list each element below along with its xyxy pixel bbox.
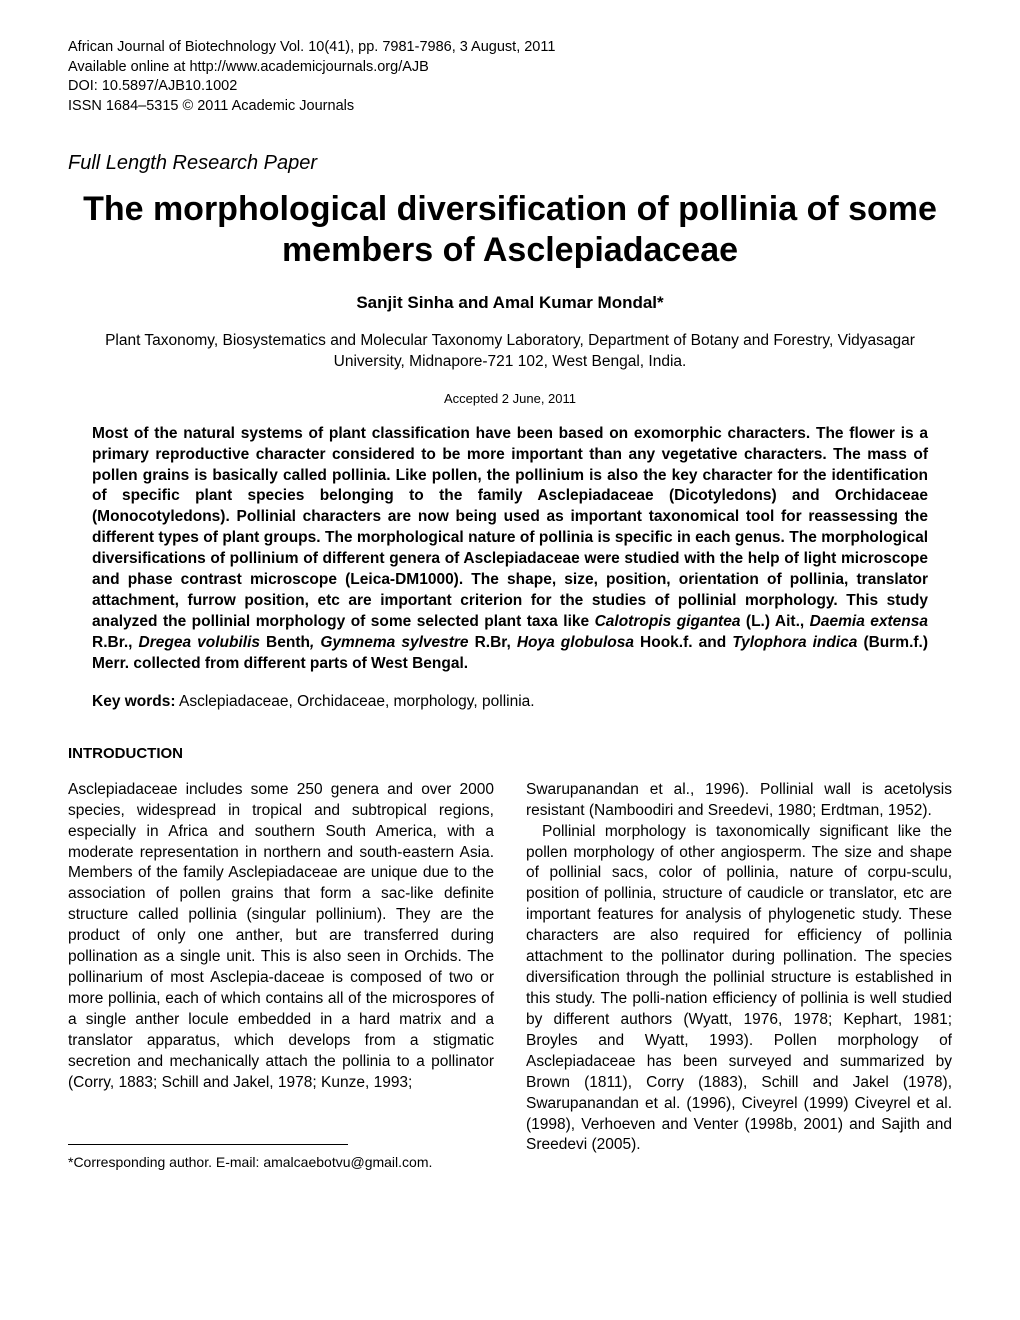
journal-url: Available online at http://www.academicj… xyxy=(68,58,952,78)
keywords-label: Key words: xyxy=(92,693,176,710)
abstract-text: R.Br, xyxy=(469,634,517,651)
abstract-text: (L.) Ait., xyxy=(740,613,809,630)
body-paragraph: Swarupanandan et al., 1996). Pollinial w… xyxy=(526,780,952,822)
keywords-text: Asclepiadaceae, Orchidaceae, morphology,… xyxy=(176,693,535,710)
paper-type: Full Length Research Paper xyxy=(68,152,952,175)
journal-issn: ISSN 1684–5315 © 2011 Academic Journals xyxy=(68,97,952,117)
abstract: Most of the natural systems of plant cla… xyxy=(68,424,952,675)
species-name: Tylophora indica xyxy=(732,634,857,651)
corresponding-author-footnote: *Corresponding author. E-mail: amalcaebo… xyxy=(68,1153,494,1172)
species-name: Daemia extensa xyxy=(810,613,928,630)
abstract-text: Hook.f. and xyxy=(634,634,732,651)
body-paragraph: Pollinial morphology is taxonomically si… xyxy=(526,822,952,1157)
abstract-text: R.Br., xyxy=(92,634,139,651)
journal-citation: African Journal of Biotechnology Vol. 10… xyxy=(68,38,952,58)
keywords: Key words: Asclepiadaceae, Orchidaceae, … xyxy=(68,693,952,711)
section-heading-introduction: INTRODUCTION xyxy=(68,745,952,762)
accepted-date: Accepted 2 June, 2011 xyxy=(68,391,952,406)
journal-doi: DOI: 10.5897/AJB10.1002 xyxy=(68,77,952,97)
species-name: , Gymnema sylvestre xyxy=(310,634,469,651)
species-name: Calotropis gigantea xyxy=(595,613,741,630)
body-columns: Asclepiadaceae includes some 250 genera … xyxy=(68,780,952,1172)
authors: Sanjit Sinha and Amal Kumar Mondal* xyxy=(68,293,952,313)
footnote-divider xyxy=(68,1144,348,1145)
journal-metadata: African Journal of Biotechnology Vol. 10… xyxy=(68,38,952,116)
abstract-text: Benth xyxy=(260,634,310,651)
column-right: Swarupanandan et al., 1996). Pollinial w… xyxy=(526,780,952,1172)
species-name: Hoya globulosa xyxy=(517,634,634,651)
affiliation: Plant Taxonomy, Biosystematics and Molec… xyxy=(68,331,952,373)
abstract-text: Most of the natural systems of plant cla… xyxy=(92,425,928,630)
column-left: Asclepiadaceae includes some 250 genera … xyxy=(68,780,494,1172)
body-paragraph: Asclepiadaceae includes some 250 genera … xyxy=(68,780,494,1094)
paper-title: The morphological diversification of pol… xyxy=(68,189,952,271)
species-name: Dregea volubilis xyxy=(139,634,260,651)
